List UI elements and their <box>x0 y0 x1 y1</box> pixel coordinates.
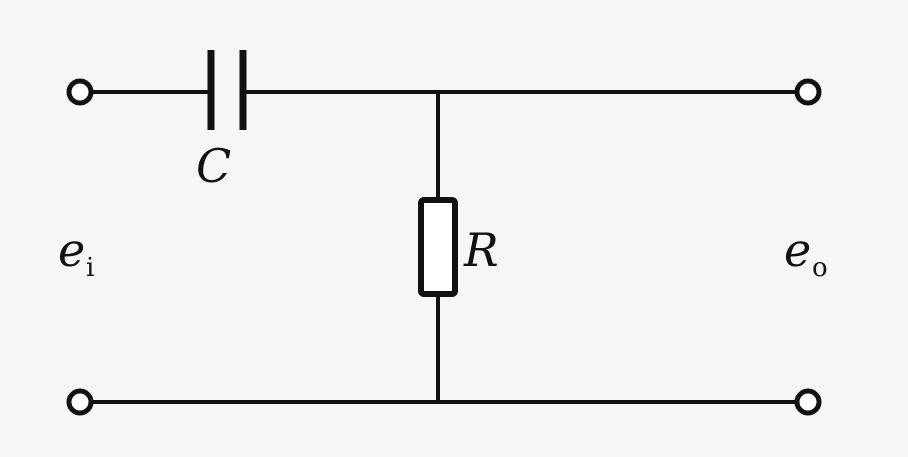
input-voltage-label: e <box>58 223 85 277</box>
output-voltage-label: e <box>784 223 811 277</box>
output-terminal-bottom <box>794 388 822 416</box>
input-voltage-subscript: i <box>86 253 94 283</box>
input-terminal-top <box>66 78 94 106</box>
output-voltage-subscript: o <box>812 253 828 283</box>
resistor-label: R <box>463 223 499 277</box>
resistor-symbol <box>418 197 458 297</box>
output-terminal-top <box>794 78 822 106</box>
capacitor-label: C <box>196 139 231 193</box>
input-terminal-bottom <box>66 388 94 416</box>
